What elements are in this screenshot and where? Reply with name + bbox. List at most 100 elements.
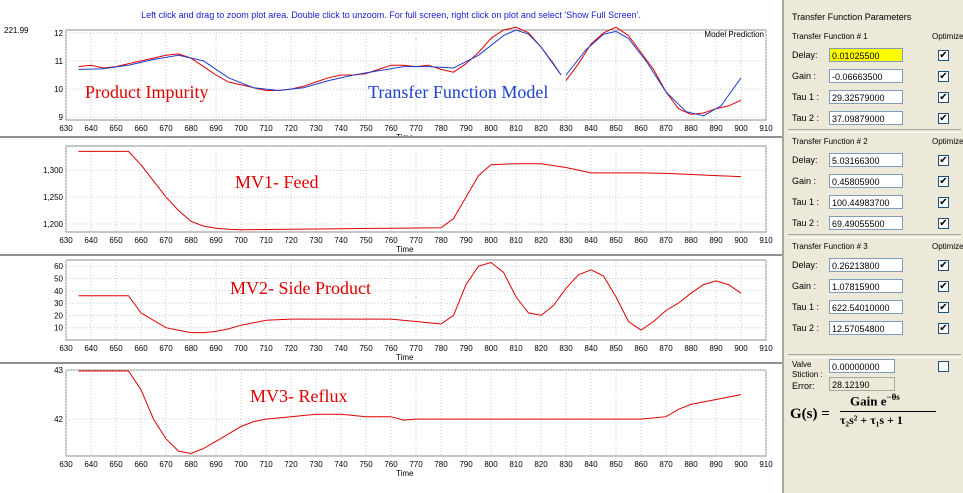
x-tick-label: 860 bbox=[634, 124, 648, 133]
x-tick-label: 730 bbox=[309, 236, 323, 245]
param-label: Tau 2 : bbox=[792, 113, 820, 123]
x-tick-label: 670 bbox=[159, 460, 173, 469]
optimize-label: Optimize bbox=[932, 137, 963, 146]
series-line-feed bbox=[78, 150, 742, 231]
x-axis-label: Time bbox=[396, 353, 414, 362]
separator bbox=[788, 234, 961, 238]
x-tick-label: 720 bbox=[284, 124, 298, 133]
optimize-checkbox[interactable]: ✔ bbox=[938, 260, 949, 271]
param-input[interactable]: 29.32579000 bbox=[829, 90, 903, 104]
chart-title: MV3- Reflux bbox=[250, 386, 348, 406]
param-input[interactable]: 0.01025500 bbox=[829, 48, 903, 62]
x-tick-label: 760 bbox=[384, 460, 398, 469]
x-tick-label: 780 bbox=[434, 236, 448, 245]
x-tick-label: 740 bbox=[334, 460, 348, 469]
param-input[interactable]: 0.26213800 bbox=[829, 258, 903, 272]
error-value: 28.12190 bbox=[829, 377, 895, 391]
y-tick-label: 20 bbox=[54, 311, 63, 320]
plots-area[interactable]: Left click and drag to zoom plot area. D… bbox=[0, 0, 782, 493]
x-tick-label: 750 bbox=[359, 124, 373, 133]
y-tick-label: 12 bbox=[54, 29, 63, 38]
param-input[interactable]: 69.49055500 bbox=[829, 216, 903, 230]
chart-feed[interactable]: 630 640 650 660 670 680 690 700 710 720 730 740 750 7… bbox=[0, 138, 782, 256]
x-tick-label: 700 bbox=[234, 124, 248, 133]
optimize-checkbox[interactable]: ✔ bbox=[938, 71, 949, 82]
optimize-checkbox[interactable]: ✔ bbox=[938, 113, 949, 124]
optimize-checkbox[interactable]: ✔ bbox=[938, 50, 949, 61]
optimize-checkbox[interactable]: ✔ bbox=[938, 281, 949, 292]
x-tick-label: 850 bbox=[609, 344, 623, 353]
chart-impurity[interactable]: 630 640 650 660 670 680 690 700 710 720 730 740 750 7… bbox=[0, 20, 782, 138]
x-tick-label: 720 bbox=[284, 344, 298, 353]
param-input[interactable]: 5.03166300 bbox=[829, 153, 903, 167]
optimize-checkbox[interactable]: ✔ bbox=[938, 197, 949, 208]
x-tick-label: 630 bbox=[59, 124, 73, 133]
panel-divider bbox=[782, 0, 784, 493]
param-label: Gain : bbox=[792, 176, 817, 186]
x-tick-label: 850 bbox=[609, 460, 623, 469]
x-tick-label: 870 bbox=[659, 460, 673, 469]
series-line-model bbox=[78, 29, 562, 92]
optimize-checkbox[interactable]: ✔ bbox=[938, 302, 949, 313]
param-input[interactable]: 622.54010000 bbox=[829, 300, 903, 314]
x-tick-label: 760 bbox=[384, 344, 398, 353]
x-tick-label: 730 bbox=[309, 460, 323, 469]
formula-denominator: τ₂s² + τ₁s + 1 bbox=[840, 413, 903, 427]
x-tick-label: 900 bbox=[734, 460, 748, 469]
x-tick-label: 880 bbox=[684, 460, 698, 469]
series-line-measured2 bbox=[565, 26, 742, 115]
optimize-checkbox[interactable]: ✔ bbox=[938, 323, 949, 334]
series-line-measured bbox=[78, 26, 562, 91]
x-tick-label: 730 bbox=[309, 344, 323, 353]
x-tick-label: 690 bbox=[209, 236, 223, 245]
stiction-input[interactable]: 0.00000000 bbox=[829, 359, 895, 373]
x-tick-label: 770 bbox=[409, 236, 423, 245]
param-input[interactable]: 12.57054800 bbox=[829, 321, 903, 335]
param-input[interactable]: 1.07815900 bbox=[829, 279, 903, 293]
y-tick-label: 42 bbox=[54, 415, 63, 424]
x-tick-label: 670 bbox=[159, 344, 173, 353]
x-tick-label: 860 bbox=[634, 236, 648, 245]
param-input[interactable]: 100.44983700 bbox=[829, 195, 903, 209]
x-tick-label: 710 bbox=[259, 460, 273, 469]
x-tick-label: 640 bbox=[84, 344, 98, 353]
x-tick-label: 780 bbox=[434, 344, 448, 353]
x-tick-label: 840 bbox=[584, 344, 598, 353]
x-tick-label: 670 bbox=[159, 124, 173, 133]
x-tick-label: 880 bbox=[684, 236, 698, 245]
x-tick-label: 650 bbox=[109, 124, 123, 133]
x-tick-label: 810 bbox=[509, 124, 523, 133]
x-tick-label: 690 bbox=[209, 460, 223, 469]
optimize-checkbox[interactable]: ✔ bbox=[938, 176, 949, 187]
x-tick-label: 910 bbox=[759, 124, 773, 133]
optimize-checkbox[interactable]: ✔ bbox=[938, 218, 949, 229]
x-tick-label: 900 bbox=[734, 236, 748, 245]
x-tick-label: 640 bbox=[84, 236, 98, 245]
x-tick-label: 890 bbox=[709, 460, 723, 469]
param-label: Gain : bbox=[792, 71, 817, 81]
x-tick-label: 790 bbox=[459, 236, 473, 245]
x-tick-label: 890 bbox=[709, 124, 723, 133]
stiction-checkbox[interactable] bbox=[938, 361, 949, 372]
chart-reflux[interactable]: 630 640 650 660 670 680 690 700 710 720 730 740 750 7… bbox=[0, 364, 782, 493]
x-tick-label: 890 bbox=[709, 236, 723, 245]
formula-num-text: Gain e bbox=[850, 393, 887, 409]
chart-sideproduct[interactable]: 630 640 650 660 670 680 690 700 710 720 730 740 750 7… bbox=[0, 256, 782, 364]
x-tick-label: 660 bbox=[134, 124, 148, 133]
param-input[interactable]: 37.09879000 bbox=[829, 111, 903, 125]
x-tick-label: 820 bbox=[534, 460, 548, 469]
y-tick-label: 10 bbox=[54, 85, 63, 94]
chart-title: MV1- Feed bbox=[235, 172, 319, 192]
optimize-checkbox[interactable]: ✔ bbox=[938, 155, 949, 166]
x-tick-label: 830 bbox=[559, 460, 573, 469]
x-tick-label: 740 bbox=[334, 344, 348, 353]
x-tick-label: 820 bbox=[534, 344, 548, 353]
param-input[interactable]: -0.06663500 bbox=[829, 69, 903, 83]
x-tick-label: 840 bbox=[584, 460, 598, 469]
x-tick-label: 790 bbox=[459, 460, 473, 469]
y-tick-label: 1,250 bbox=[43, 193, 64, 202]
x-tick-label: 680 bbox=[184, 344, 198, 353]
optimize-checkbox[interactable]: ✔ bbox=[938, 92, 949, 103]
x-tick-label: 810 bbox=[509, 236, 523, 245]
param-input[interactable]: 0.45805900 bbox=[829, 174, 903, 188]
